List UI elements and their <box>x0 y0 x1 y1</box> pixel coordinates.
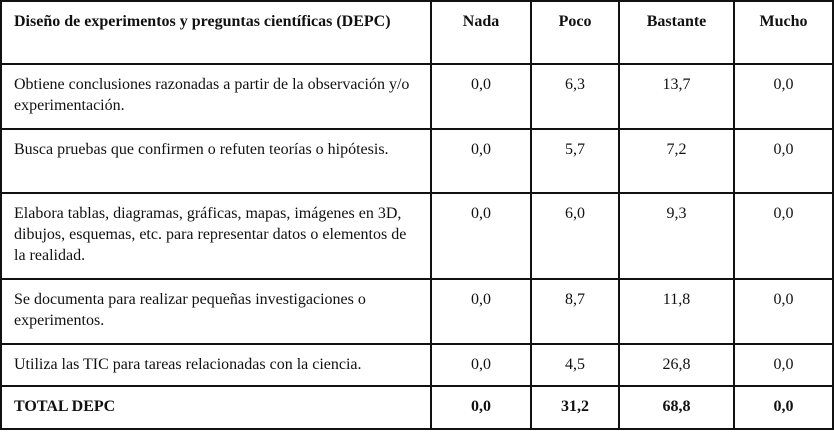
value-cell: 8,7 <box>530 278 620 345</box>
total-row: TOTAL DEPC 0,0 31,2 68,8 0,0 <box>0 385 834 430</box>
row-label: Obtiene conclusiones razonadas a partir … <box>0 63 432 130</box>
row-label: Elabora tablas, diagramas, gráficas, map… <box>0 192 432 280</box>
value-cell: 0,0 <box>430 63 532 130</box>
data-row: Obtiene conclusiones razonadas a partir … <box>0 63 834 130</box>
row-label: Busca pruebas que confirmen o refuten te… <box>0 128 432 194</box>
value-cell: 0,0 <box>430 343 532 387</box>
value-cell: 13,7 <box>618 63 735 130</box>
value-cell: 9,3 <box>618 192 735 280</box>
value-cell: 0,0 <box>733 343 834 387</box>
value-cell: 6,0 <box>530 192 620 280</box>
column-header: Mucho <box>733 0 834 65</box>
value-cell: 0,0 <box>430 192 532 280</box>
column-header: Bastante <box>618 0 735 65</box>
value-cell: 0,0 <box>733 385 834 430</box>
value-cell: 0,0 <box>733 63 834 130</box>
data-row: Se documenta para realizar pequeñas inve… <box>0 278 834 345</box>
value-cell: 5,7 <box>530 128 620 194</box>
value-cell: 4,5 <box>530 343 620 387</box>
data-row: Elabora tablas, diagramas, gráficas, map… <box>0 192 834 280</box>
row-label: Utiliza las TIC para tareas relacionadas… <box>0 343 432 387</box>
value-cell: 7,2 <box>618 128 735 194</box>
value-cell: 0,0 <box>733 192 834 280</box>
header-row: Diseño de experimentos y preguntas cient… <box>0 0 834 65</box>
column-header: Poco <box>530 0 620 65</box>
value-cell: 6,3 <box>530 63 620 130</box>
data-row: Utiliza las TIC para tareas relacionadas… <box>0 343 834 387</box>
value-cell: 0,0 <box>430 128 532 194</box>
value-cell: 0,0 <box>430 385 532 430</box>
data-row: Busca pruebas que confirmen o refuten te… <box>0 128 834 194</box>
value-cell: 0,0 <box>430 278 532 345</box>
value-cell: 0,0 <box>733 128 834 194</box>
column-header: Nada <box>430 0 532 65</box>
row-label: TOTAL DEPC <box>0 385 432 430</box>
value-cell: 31,2 <box>530 385 620 430</box>
value-cell: 68,8 <box>618 385 735 430</box>
table-title: Diseño de experimentos y preguntas cient… <box>0 0 432 65</box>
value-cell: 0,0 <box>733 278 834 345</box>
value-cell: 11,8 <box>618 278 735 345</box>
value-cell: 26,8 <box>618 343 735 387</box>
row-label: Se documenta para realizar pequeñas inve… <box>0 278 432 345</box>
